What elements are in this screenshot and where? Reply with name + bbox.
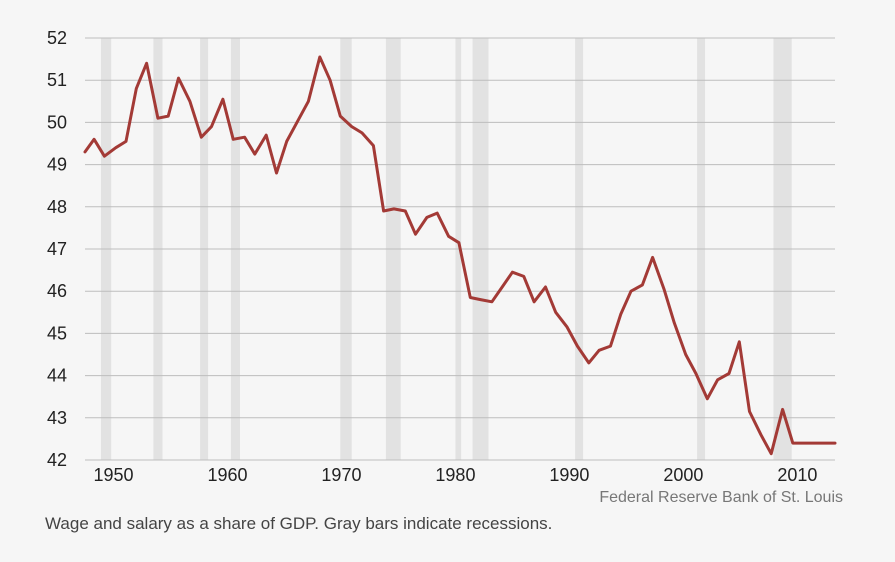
- y-tick-label: 48: [47, 197, 67, 217]
- y-tick-label: 51: [47, 70, 67, 90]
- y-tick-label: 43: [47, 408, 67, 428]
- y-tick-label: 47: [47, 239, 67, 259]
- x-tick-label: 2000: [663, 465, 703, 485]
- series-line: [83, 55, 837, 456]
- x-tick-label: 1980: [435, 465, 475, 485]
- y-tick-label: 45: [47, 323, 67, 343]
- y-tick-label: 52: [47, 28, 67, 48]
- x-tick-label: 1960: [207, 465, 247, 485]
- y-tick-label: 49: [47, 155, 67, 175]
- x-tick-label: 2010: [777, 465, 817, 485]
- source-label: Federal Reserve Bank of St. Louis: [599, 489, 843, 506]
- gridlines: [85, 37, 835, 461]
- y-tick-label: 46: [47, 281, 67, 301]
- x-tick-label: 1950: [93, 465, 133, 485]
- y-tick-label: 50: [47, 112, 67, 132]
- y-tick-label: 42: [47, 450, 67, 470]
- x-axis-labels: 1950 1960 1970 1980 1990 2000 2010: [93, 465, 817, 485]
- chart-caption: Wage and salary as a share of GDP. Gray …: [45, 514, 553, 533]
- y-tick-label: 44: [47, 366, 67, 386]
- x-tick-label: 1990: [549, 465, 589, 485]
- y-axis-labels: 42 43 44 45 46 47 48 49 50 51 52: [47, 28, 67, 470]
- x-tick-label: 1970: [321, 465, 361, 485]
